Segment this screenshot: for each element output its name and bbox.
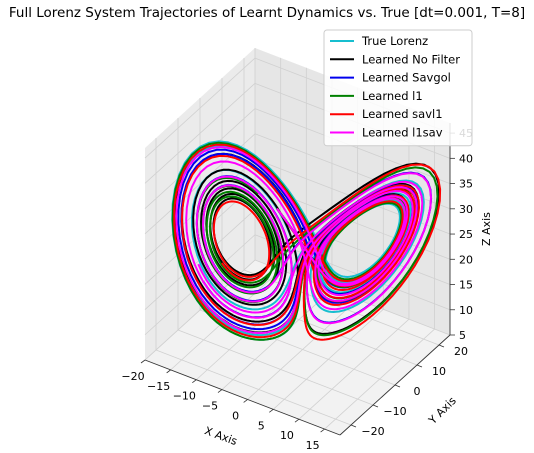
y-axis-label: Y Axis <box>426 394 459 427</box>
x-tick-mark <box>269 409 274 413</box>
x-tick-label: −5 <box>202 400 218 413</box>
z-axis-label: Z Axis <box>480 212 493 246</box>
legend-entry-label: Learned l1sav <box>362 126 443 140</box>
legend-entry-label: Learned No Filter <box>362 52 460 66</box>
grid-line-z <box>144 158 256 260</box>
z-tick-label: 30 <box>459 203 473 216</box>
y-tick-label: 20 <box>454 345 468 358</box>
y-tick-label: 10 <box>432 365 446 378</box>
grid-line-z <box>254 234 451 311</box>
z-tick-label: 10 <box>459 304 473 317</box>
x-tick-label: −20 <box>121 370 144 383</box>
x-tick-label: −10 <box>173 390 196 403</box>
z-tick-label: 20 <box>459 253 473 266</box>
x-tick-label: −15 <box>147 380 170 393</box>
y-tick-mark <box>416 364 423 368</box>
grid-line-z <box>144 83 256 184</box>
z-tick-label: 5 <box>459 329 466 342</box>
y-tick-label: −20 <box>361 425 384 438</box>
y-tick-mark <box>438 344 445 348</box>
x-tick-mark <box>192 379 197 384</box>
series-line-5 <box>175 146 432 334</box>
legend-entry-label: Learned Savgol <box>362 71 451 85</box>
y-tick-mark <box>372 404 379 408</box>
y-tick-mark <box>350 424 357 428</box>
z-tick-label: 40 <box>459 152 473 165</box>
x-tick-label: 0 <box>232 409 239 422</box>
y-tick-mark <box>394 384 401 388</box>
x-tick-label: 15 <box>306 439 320 452</box>
legend-box <box>323 29 473 147</box>
series-line-4 <box>173 143 442 341</box>
x-tick-label: 10 <box>280 429 294 442</box>
trajectories <box>171 140 442 341</box>
legend-entry-label: Learned savl1 <box>362 107 443 121</box>
x-axis-label: X Axis <box>203 424 240 448</box>
z-tick-label: 15 <box>459 279 473 292</box>
x-tick-label: 5 <box>258 419 265 432</box>
grid-line-z <box>144 209 256 310</box>
x-tick-mark <box>217 389 223 393</box>
x-tick-mark <box>294 418 300 423</box>
grid-line-y <box>177 329 374 406</box>
legend-entry-label: True Lorenz <box>361 34 428 48</box>
grid-line-y <box>155 349 352 426</box>
legend: True Lorenz Learned No Filter Learned Savg… <box>323 29 473 147</box>
x-tick-mark <box>320 428 325 433</box>
x-tick-mark <box>243 399 248 403</box>
x-tick-mark <box>140 359 146 364</box>
grid-line-z <box>144 183 256 285</box>
grid-line-z <box>144 57 256 159</box>
z-tick-label: 35 <box>459 178 473 191</box>
z-tick-label: 25 <box>459 228 473 241</box>
x-axis-line <box>144 359 341 436</box>
chart-title: Full Lorenz System Trajectories of Learn… <box>9 5 525 21</box>
x-tick-mark <box>166 369 171 374</box>
y-tick-label: 0 <box>414 385 421 398</box>
legend-entry-label: Learned l1 <box>362 89 423 103</box>
y-tick-label: −10 <box>383 405 406 418</box>
